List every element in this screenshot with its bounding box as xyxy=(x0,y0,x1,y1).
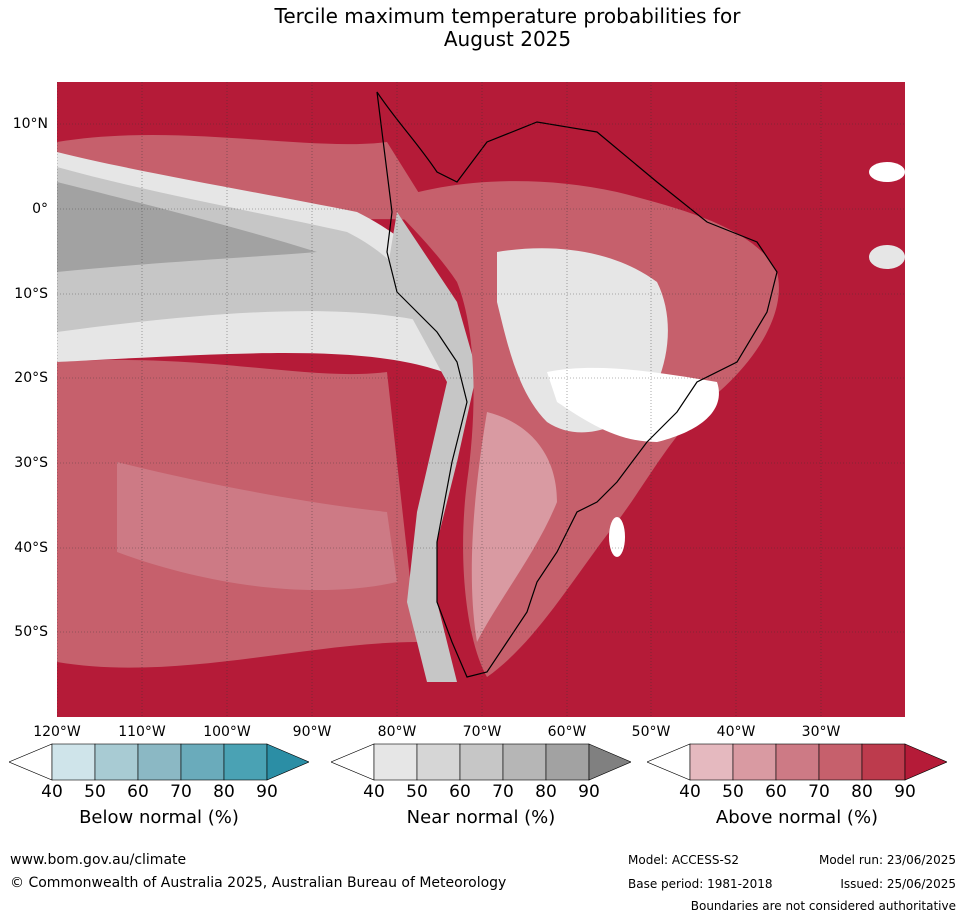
colorbar-above-tick: 40 xyxy=(679,782,701,802)
colorbar-near-tick: 80 xyxy=(535,782,557,802)
lat-label-10s: 10°S xyxy=(14,286,48,302)
colorbar-below-tick: 40 xyxy=(41,782,63,802)
patch-atlantic-1 xyxy=(869,162,905,182)
colorbar-above-normal xyxy=(647,743,947,781)
footer-issued: Issued: 25/06/2025 xyxy=(840,877,956,891)
lon-label-80w: 80°W xyxy=(377,724,417,740)
colorbar-below-title: Below normal (%) xyxy=(79,807,239,828)
colorbar-near-seg-5 xyxy=(545,743,590,781)
patch-atlantic-3 xyxy=(609,517,625,557)
lon-label-110w: 110°W xyxy=(118,724,166,740)
lon-label-30w: 30°W xyxy=(801,724,841,740)
lon-label-90w: 90°W xyxy=(292,724,332,740)
lat-label-50s: 50°S xyxy=(14,624,48,640)
colorbar-near-seg-3 xyxy=(459,743,504,781)
lat-label-30s: 30°S xyxy=(14,455,48,471)
colorbar-below-tick: 60 xyxy=(127,782,149,802)
lat-label-10n: 10°N xyxy=(12,116,48,132)
colorbar-near-title: Near normal (%) xyxy=(406,807,556,828)
colorbar-below-seg-1 xyxy=(51,743,96,781)
region-brazil-neutral xyxy=(547,367,719,442)
colorbar-above-seg-4 xyxy=(818,743,863,781)
footer-base-period: Base period: 1981-2018 xyxy=(628,877,773,891)
colorbar-near-tick: 90 xyxy=(578,782,600,802)
colorbar-below-seg-2 xyxy=(94,743,139,781)
colorbar-near-tick: 40 xyxy=(363,782,385,802)
lat-label-20s: 20°S xyxy=(14,370,48,386)
colorbar-above-seg-3 xyxy=(775,743,820,781)
patch-atlantic-2 xyxy=(869,245,905,269)
colorbar-below-seg-6 xyxy=(266,743,309,781)
region-near-80 xyxy=(57,182,317,272)
footer-website: www.bom.gov.au/climate xyxy=(10,852,187,868)
title-line-2: August 2025 xyxy=(443,27,572,51)
colorbar-above-tick: 60 xyxy=(765,782,787,802)
footer-copyright: © Commonwealth of Australia 2025, Austra… xyxy=(10,875,507,891)
colorbar-below-tick: 80 xyxy=(213,782,235,802)
footer-disclaimer: Boundaries are not considered authoritat… xyxy=(690,899,956,913)
colorbar-above-seg-2 xyxy=(732,743,777,781)
lon-label-100w: 100°W xyxy=(203,724,251,740)
colorbar-below-seg-5 xyxy=(223,743,268,781)
colorbar-above-tick: 50 xyxy=(722,782,744,802)
lon-label-70w: 70°W xyxy=(462,724,502,740)
colorbar-near-tick: 70 xyxy=(492,782,514,802)
colorbar-above-tick: 70 xyxy=(808,782,830,802)
colorbar-below-seg-0 xyxy=(9,743,53,781)
lat-label-40s: 40°S xyxy=(14,540,48,556)
footer-model: Model: ACCESS-S2 xyxy=(628,853,740,867)
footer-model-run: Model run: 23/06/2025 xyxy=(818,853,956,867)
map-svg xyxy=(57,82,905,717)
colorbar-near-normal xyxy=(331,743,631,781)
region-argentina-above-50 xyxy=(471,412,557,642)
colorbar-near-seg-0 xyxy=(331,743,375,781)
colorbar-near-seg-1 xyxy=(373,743,418,781)
map-title: Tercile maximum temperature probabilitie… xyxy=(0,5,965,51)
colorbar-below-seg-4 xyxy=(180,743,225,781)
lon-label-120w: 120°W xyxy=(33,724,81,740)
colorbar-below-seg-3 xyxy=(137,743,182,781)
coastline xyxy=(376,91,778,678)
colorbar-near-seg-2 xyxy=(416,743,461,781)
colorbar-above-seg-0 xyxy=(647,743,691,781)
colorbar-above-tick: 90 xyxy=(894,782,916,802)
lon-label-60w: 60°W xyxy=(547,724,587,740)
colorbar-below-tick: 70 xyxy=(170,782,192,802)
colorbar-above-seg-1 xyxy=(689,743,734,781)
colorbar-above-title: Above normal (%) xyxy=(715,807,879,828)
colorbar-near-tick: 50 xyxy=(406,782,428,802)
lon-label-50w: 50°W xyxy=(631,724,671,740)
colorbar-near-seg-6 xyxy=(588,743,631,781)
lon-label-40w: 40°W xyxy=(716,724,756,740)
title-line-1: Tercile maximum temperature probabilitie… xyxy=(274,4,741,28)
probability-map xyxy=(57,82,905,717)
graticule xyxy=(57,82,905,717)
lat-label-equator: 0° xyxy=(32,201,48,217)
colorbar-near-seg-4 xyxy=(502,743,547,781)
colorbar-above-seg-5 xyxy=(861,743,906,781)
colorbar-above-seg-6 xyxy=(904,743,947,781)
colorbar-near-tick: 60 xyxy=(449,782,471,802)
region-above-60-south-pacific xyxy=(117,462,397,591)
colorbar-below-normal xyxy=(9,743,309,781)
colorbar-above-tick: 80 xyxy=(851,782,873,802)
colorbar-below-tick: 90 xyxy=(256,782,278,802)
colorbar-below-tick: 50 xyxy=(84,782,106,802)
region-near-andes xyxy=(387,212,477,682)
